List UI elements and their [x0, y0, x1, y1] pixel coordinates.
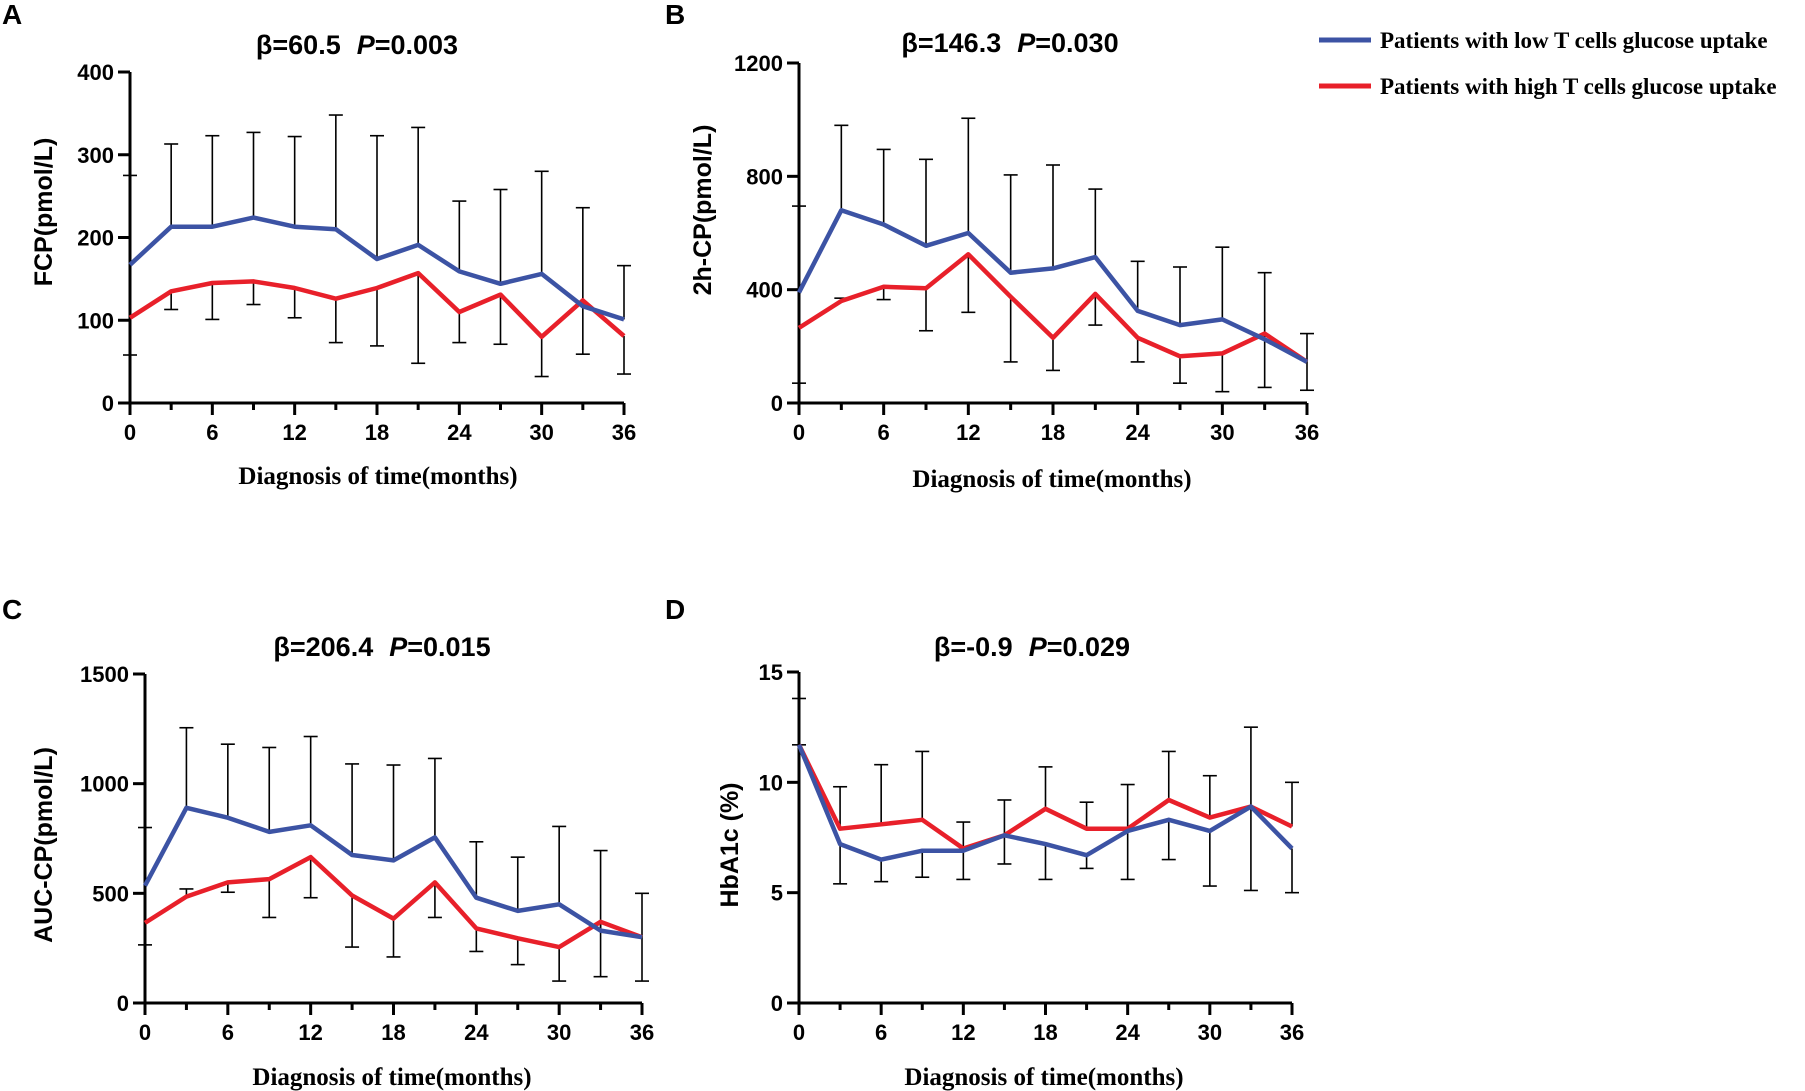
panel-c-xlabel: Diagnosis of time(months)	[252, 1064, 531, 1091]
panel-d-beta: β=-0.9	[934, 632, 1013, 662]
y-tick-label: 300	[77, 143, 114, 168]
series-line-high	[796, 743, 1293, 851]
panel-c-ylabel: AUC-CP(pmol/L)	[30, 747, 58, 943]
panel-a-plot: 0 100 200 300 400 0 6 12 18 24 30 36	[77, 60, 636, 445]
panel-c-p-label: P	[389, 632, 408, 662]
panel-b-plot: 0 400 800 1200 0 6 12 18 24 30 36	[734, 51, 1319, 445]
panel-b-ylabel: 2h-CP(pmol/L)	[689, 125, 717, 296]
y-tick-label: 15	[759, 660, 783, 685]
panel-a: A β=60.5 P=0.003 FCP(pmol/L) Diagnosis of…	[2, 0, 636, 490]
x-tick-label: 24	[447, 420, 472, 445]
panel-c-plot: 0 500 1000 1500 0 6 12 18 24 30 36	[80, 662, 654, 1045]
x-tick-label: 12	[951, 1020, 975, 1045]
x-tick-label: 36	[630, 1020, 654, 1045]
panel-d: D β=-0.9 P=0.029 HbA1c (%) Diagnosis of t…	[665, 594, 1304, 1091]
legend: Patients with low T cells glucose uptake…	[1319, 28, 1777, 99]
x-tick-label: 6	[222, 1020, 234, 1045]
x-tick-label: 18	[1041, 420, 1065, 445]
series-line-low	[796, 208, 1309, 364]
x-tick-label: 18	[365, 420, 389, 445]
y-tick-label: 0	[771, 391, 783, 416]
x-tick-label: 0	[139, 1020, 151, 1045]
panel-d-p-value: =0.029	[1047, 632, 1130, 662]
x-tick-label: 24	[464, 1020, 489, 1045]
panel-c-stats: β=206.4 P=0.015	[273, 632, 490, 662]
panel-c-p-value: =0.015	[407, 632, 490, 662]
y-tick-label: 200	[77, 226, 114, 251]
series-line-low	[128, 215, 625, 322]
x-tick-label: 6	[875, 1020, 887, 1045]
panel-d-xlabel: Diagnosis of time(months)	[904, 1064, 1183, 1091]
x-tick-label: 12	[956, 420, 980, 445]
y-tick-label: 0	[117, 991, 129, 1016]
panel-b: B β=146.3 P=0.030 2h-CP(pmol/L) Diagnosis…	[665, 0, 1319, 493]
x-tick-label: 36	[612, 420, 636, 445]
panel-d-plot: 0 5 10 15 0 6 12 18 24 30 36	[759, 660, 1305, 1045]
panel-b-p-label: P	[1017, 28, 1036, 58]
x-tick-label: 0	[793, 1020, 805, 1045]
panel-letter-d: D	[665, 594, 685, 625]
x-tick-label: 24	[1115, 1020, 1140, 1045]
series-line-high	[797, 252, 1309, 364]
panel-letter-b: B	[665, 0, 685, 30]
y-tick-label: 800	[746, 164, 783, 189]
y-tick-label: 0	[102, 391, 114, 416]
panel-d-p-label: P	[1029, 632, 1048, 662]
x-tick-label: 36	[1295, 420, 1319, 445]
panel-d-ylabel: HbA1c (%)	[716, 782, 744, 907]
y-tick-label: 1500	[80, 662, 129, 687]
x-tick-label: 36	[1280, 1020, 1304, 1045]
panel-c-beta: β=206.4	[273, 632, 373, 662]
x-tick-label: 24	[1125, 420, 1150, 445]
panel-b-stats: β=146.3 P=0.030	[901, 28, 1118, 58]
y-tick-label: 100	[77, 308, 114, 333]
series-line-low	[796, 743, 1294, 862]
y-tick-label: 5	[771, 881, 783, 906]
series-line-high	[128, 270, 626, 340]
x-tick-label: 30	[529, 420, 553, 445]
panel-b-xlabel: Diagnosis of time(months)	[912, 466, 1191, 493]
panel-a-p-value: =0.003	[375, 30, 458, 60]
x-tick-label: 0	[793, 420, 805, 445]
y-tick-label: 0	[771, 991, 783, 1016]
x-tick-label: 30	[1210, 420, 1234, 445]
x-tick-label: 6	[206, 420, 218, 445]
panel-b-p-value: =0.030	[1035, 28, 1118, 58]
y-tick-label: 500	[92, 881, 129, 906]
panel-a-stats: β=60.5 P=0.003	[256, 30, 458, 60]
panel-c: C β=206.4 P=0.015 AUC-CP(pmol/L) Diagnosi…	[2, 594, 654, 1091]
x-tick-label: 18	[1033, 1020, 1057, 1045]
panel-b-beta: β=146.3	[901, 28, 1001, 58]
panel-a-beta: β=60.5	[256, 30, 341, 60]
y-tick-label: 10	[759, 770, 783, 795]
y-tick-label: 400	[77, 60, 114, 85]
legend-high-label: Patients with high T cells glucose uptak…	[1380, 74, 1777, 99]
panel-a-ylabel: FCP(pmol/L)	[30, 138, 58, 287]
panel-letter-a: A	[2, 0, 22, 30]
x-tick-label: 6	[878, 420, 890, 445]
x-tick-label: 12	[298, 1020, 322, 1045]
x-tick-label: 12	[282, 420, 306, 445]
y-tick-label: 1000	[80, 772, 129, 797]
x-tick-label: 30	[1198, 1020, 1222, 1045]
x-tick-label: 0	[124, 420, 136, 445]
series-line-low	[143, 805, 643, 940]
x-tick-label: 18	[381, 1020, 405, 1045]
panel-a-xlabel: Diagnosis of time(months)	[238, 463, 517, 490]
legend-low-label: Patients with low T cells glucose uptake	[1380, 28, 1768, 53]
panel-a-p-label: P	[357, 30, 376, 60]
panel-letter-c: C	[2, 594, 22, 625]
x-tick-label: 30	[547, 1020, 571, 1045]
y-tick-label: 1200	[734, 51, 783, 76]
panel-d-stats: β=-0.9 P=0.029	[934, 632, 1130, 662]
series-line-high	[143, 854, 643, 950]
y-tick-label: 400	[746, 278, 783, 303]
